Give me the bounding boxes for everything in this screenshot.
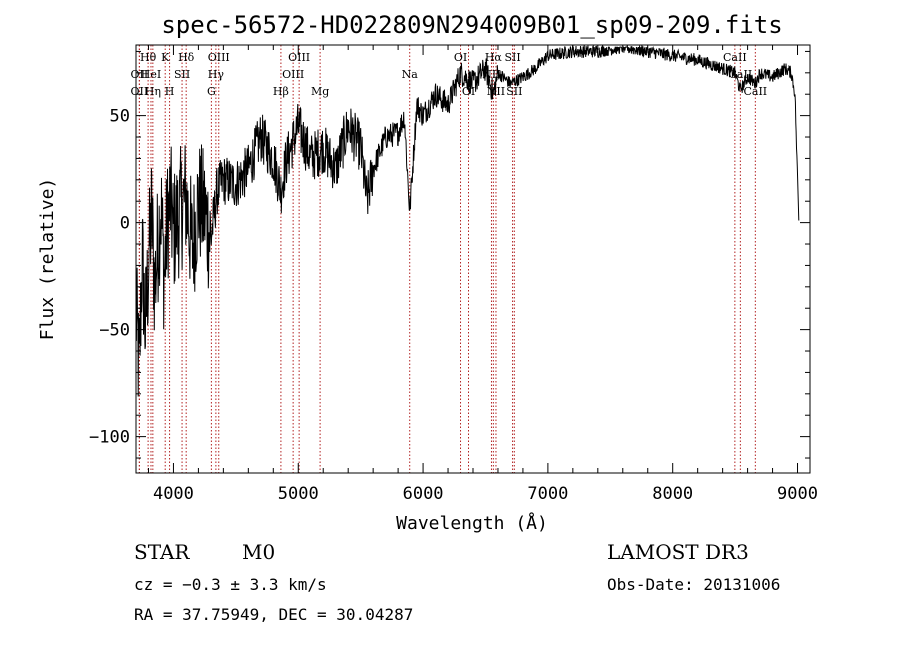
- line-label-3: HeI: [141, 68, 161, 81]
- x-axis-ticks: 4000 5000 6000 7000 8000 9000: [147, 45, 818, 504]
- line-label-23: SII: [506, 85, 522, 98]
- line-label-13: OIII: [282, 68, 304, 81]
- line-label-0: Hθ: [140, 51, 157, 64]
- x-axis-label: Wavelength (Å): [396, 512, 548, 534]
- object-subclass: M0: [242, 540, 275, 564]
- line-label-9: OIII: [208, 51, 230, 64]
- y-tick-label-0: 50: [110, 107, 130, 127]
- redshift-readout: cz = −0.3 ± 3.3 km/s: [134, 575, 327, 594]
- line-label-11: G: [207, 85, 216, 98]
- x-tick-label-4: 8000: [652, 484, 693, 504]
- line-label-1: OII: [131, 68, 149, 81]
- line-label-12: OIII: [288, 51, 310, 64]
- y-tick-label-3: −100: [89, 428, 130, 448]
- y-tick-label-1: 0: [120, 214, 130, 234]
- survey-name: LAMOST DR3: [607, 540, 749, 564]
- x-tick-label-5: 9000: [777, 484, 818, 504]
- observation-date: Obs-Date: 20131006: [607, 575, 780, 594]
- line-label-2: OII: [131, 85, 149, 98]
- plot-frame: [135, 44, 811, 474]
- line-label-14: Hβ: [273, 85, 289, 98]
- line-label-8: Hδ: [178, 51, 195, 64]
- line-label-10: Hγ: [208, 68, 225, 81]
- coordinates-readout: RA = 37.75949, DEC = 30.04287: [134, 605, 413, 624]
- object-class: STAR: [134, 540, 190, 564]
- line-label-16: Na: [402, 68, 419, 81]
- line-label-17: OI: [454, 51, 467, 64]
- line-label-4: Hη: [145, 85, 161, 98]
- line-label-22: SII: [504, 51, 520, 64]
- x-tick-label-2: 6000: [403, 484, 444, 504]
- chart-title: spec-56572-HD022809N294009B01_sp09-209.f…: [161, 11, 782, 39]
- line-label-5: K: [161, 51, 170, 64]
- line-label-19: Hα: [485, 51, 503, 64]
- line-label-7: SII: [174, 68, 190, 81]
- line-label-24: CaII: [723, 51, 747, 64]
- x-tick-label-1: 5000: [278, 484, 319, 504]
- y-axis-label: Flux (relative): [37, 178, 58, 341]
- y-axis-ticks: 50 0 −50 −100: [89, 50, 810, 459]
- x-tick-label-0: 4000: [153, 484, 194, 504]
- y-tick-label-2: −50: [99, 321, 130, 341]
- spectrum-line: [135, 44, 800, 397]
- line-label-6: H: [165, 85, 175, 98]
- line-label-26: CaII: [743, 85, 767, 98]
- line-label-15: Mg: [311, 85, 329, 98]
- x-tick-label-3: 7000: [527, 484, 568, 504]
